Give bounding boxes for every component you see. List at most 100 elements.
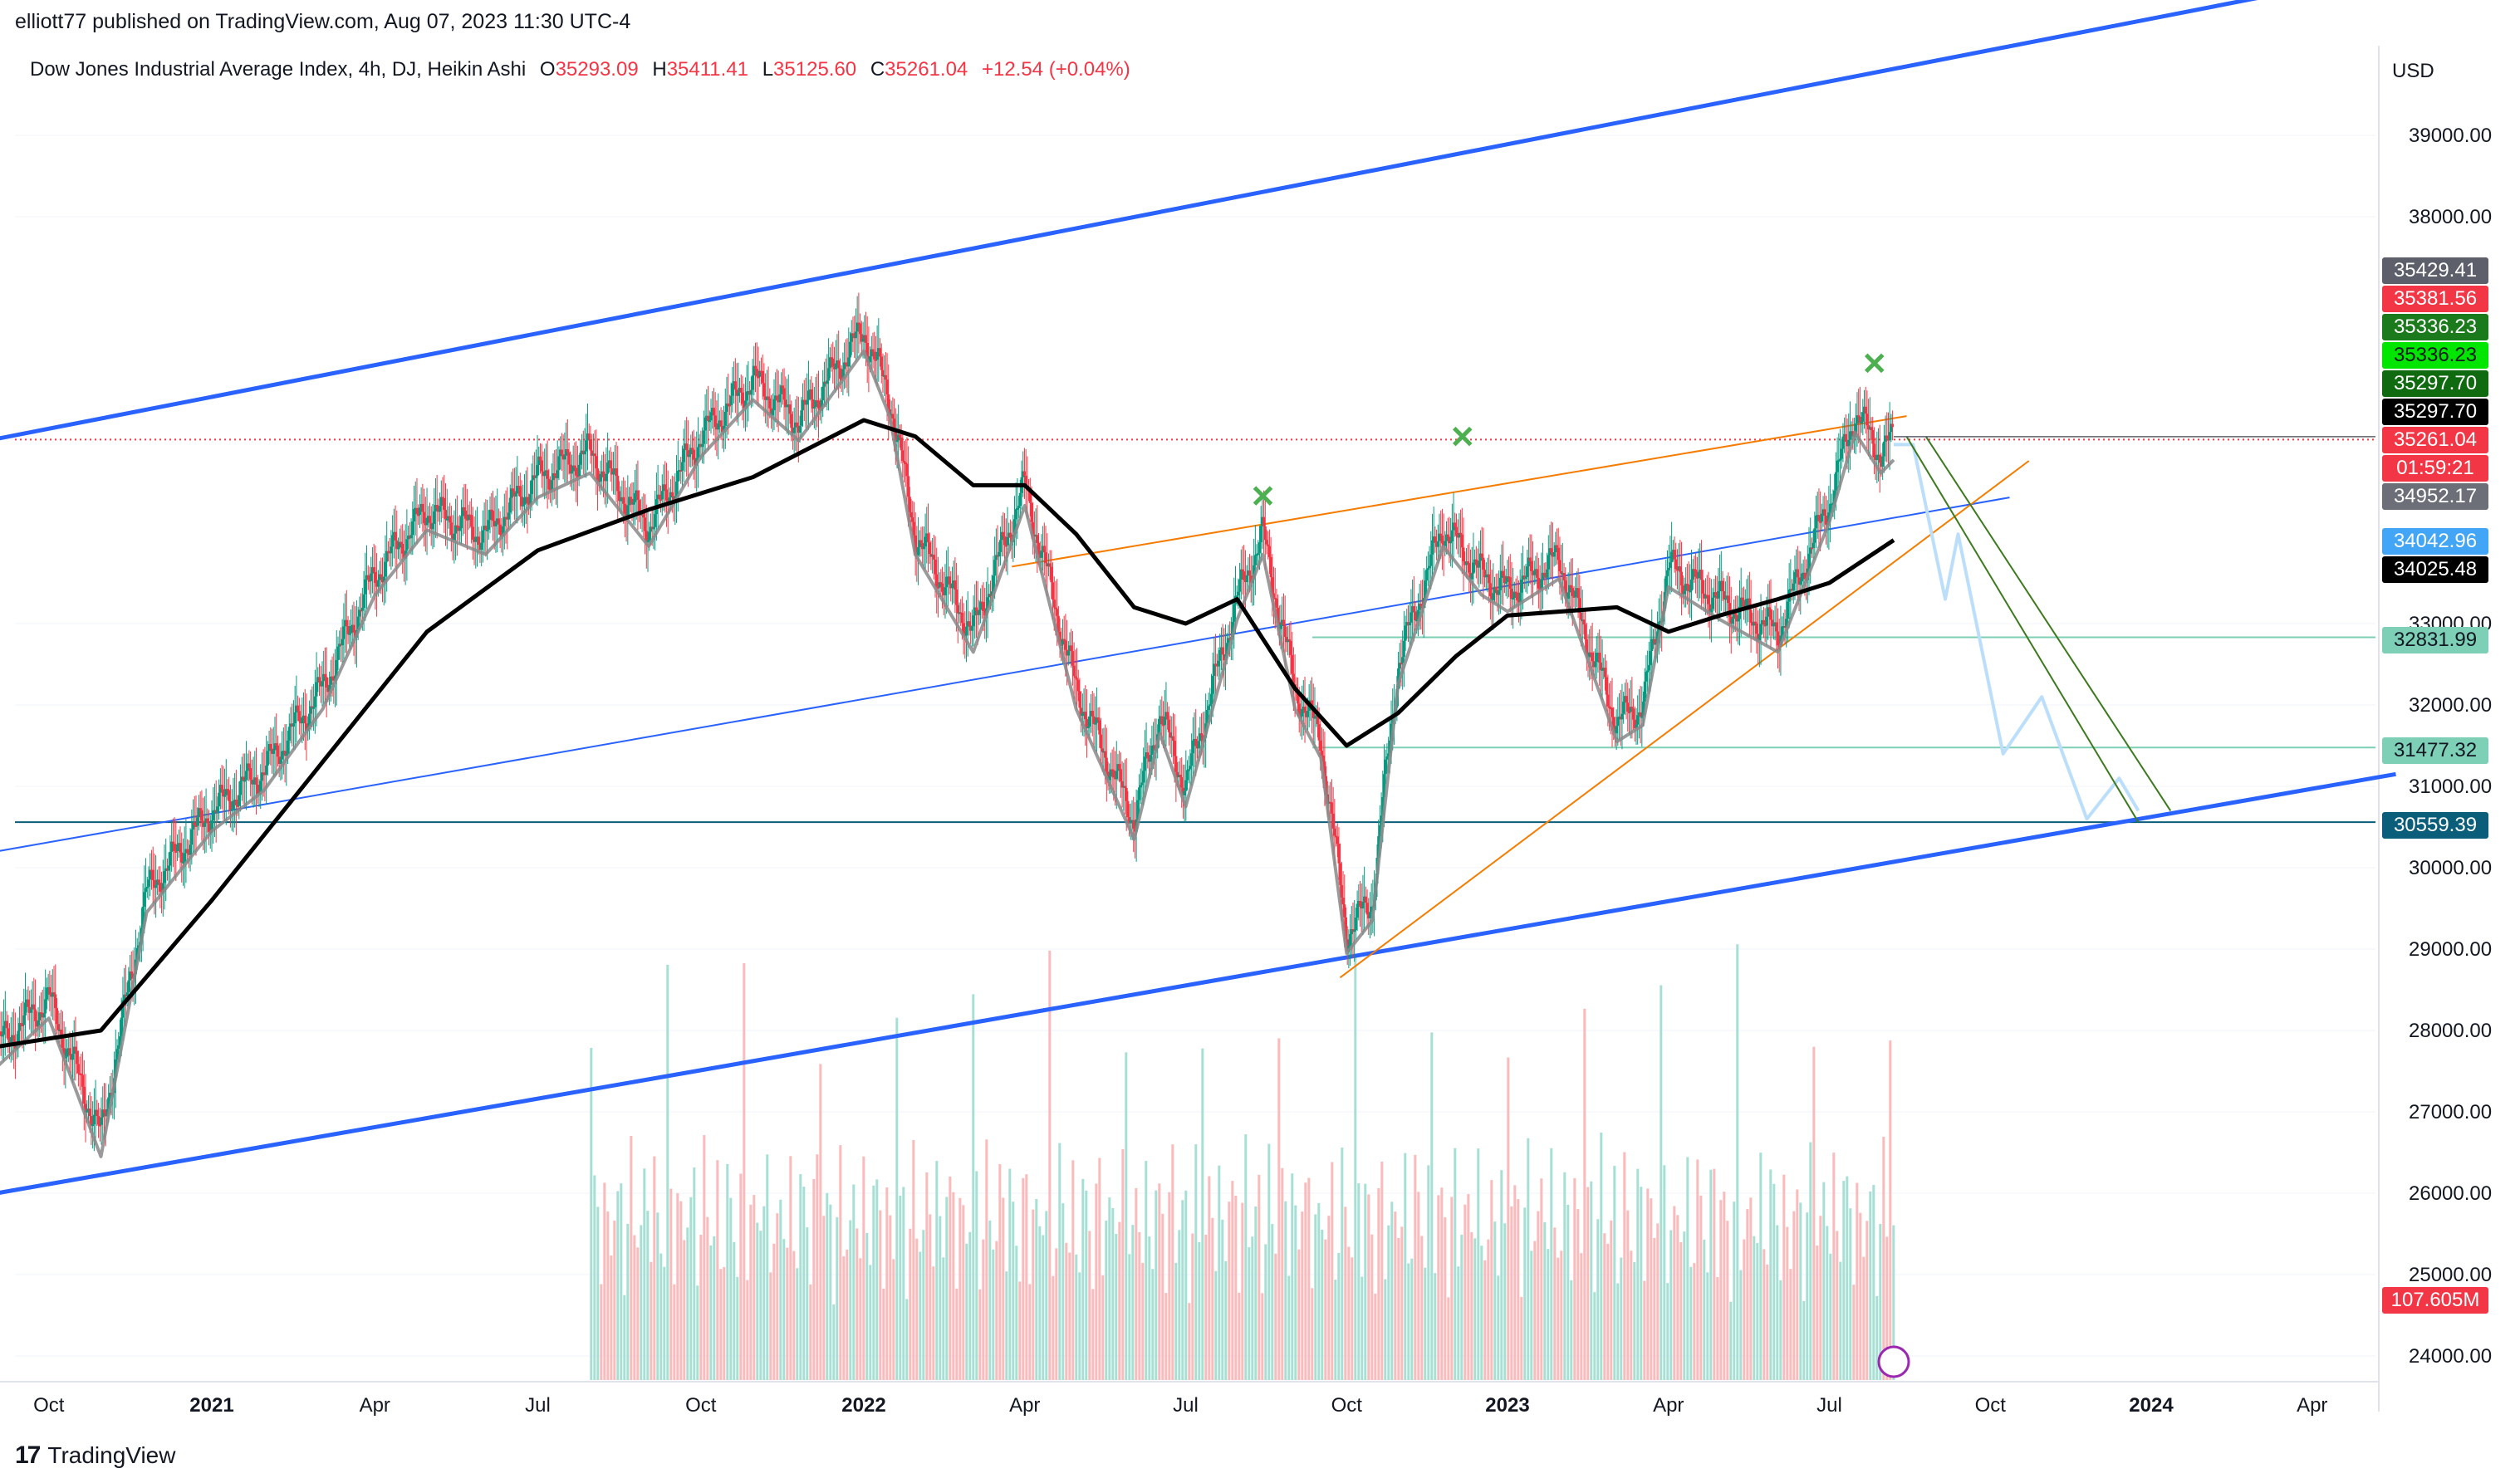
candle-body: [1350, 929, 1353, 934]
candle-body: [685, 443, 689, 451]
volume-bar: [1610, 1220, 1613, 1380]
candle-body: [487, 520, 490, 530]
candle-body: [1008, 532, 1011, 537]
candle-body: [976, 610, 979, 615]
volume-bar: [796, 1268, 799, 1380]
candle-body: [958, 612, 961, 614]
candle-body: [1743, 600, 1746, 607]
candle-body: [181, 861, 184, 864]
candle-body: [1697, 571, 1700, 579]
candle-body: [176, 844, 179, 851]
candle-body: [945, 576, 949, 588]
candle-body: [1674, 559, 1678, 570]
change-value: +12.54 (+0.04%): [981, 58, 1130, 81]
candle-body: [315, 682, 318, 697]
candle-body: [846, 365, 849, 367]
volume-bar: [769, 1272, 772, 1380]
volume-bar: [1032, 1209, 1035, 1380]
candle-body: [950, 583, 954, 589]
candle-body: [447, 516, 450, 519]
x-tick-label: 2021: [189, 1394, 233, 1417]
candle-body: [1524, 577, 1527, 580]
volume-bar: [846, 1249, 849, 1380]
candle-body: [1503, 575, 1506, 584]
candle-body: [743, 400, 747, 409]
candle-body: [566, 449, 569, 453]
currency-selector[interactable]: USD: [2392, 60, 2434, 82]
volume-bar: [958, 1197, 962, 1380]
candle-body: [753, 365, 756, 376]
candle-body: [381, 577, 385, 583]
symbol-title[interactable]: Dow Jones Industrial Average Index, 4h, …: [30, 58, 527, 81]
volume-bar: [1450, 1197, 1454, 1380]
candle-body: [1436, 541, 1439, 547]
volume-bar: [1128, 1254, 1131, 1380]
candle-body: [1336, 836, 1339, 844]
candle-body: [239, 781, 243, 795]
candle-body: [728, 404, 731, 407]
volume-bar: [1002, 1197, 1005, 1380]
volume-bar: [703, 1135, 706, 1380]
volume-bar: [1646, 1188, 1650, 1380]
candle-body: [1337, 844, 1341, 864]
candle-body: [1052, 600, 1056, 608]
candle-body: [100, 1117, 103, 1125]
candle-body: [1512, 591, 1516, 599]
candle-body: [552, 473, 555, 481]
volume-bar: [786, 1247, 789, 1380]
candle-body: [990, 591, 993, 596]
candle-body: [321, 681, 324, 687]
candle-body: [996, 555, 999, 557]
candle-body: [62, 1048, 66, 1059]
candle-body: [917, 546, 920, 556]
volume-bar: [1723, 1192, 1726, 1380]
candle-body: [1426, 568, 1429, 570]
candle-body: [831, 358, 835, 367]
candle-body: [295, 705, 298, 712]
candle-body: [692, 449, 695, 460]
candle-body: [21, 1024, 24, 1026]
candle-body: [955, 589, 958, 605]
volume-bar: [1547, 1249, 1550, 1380]
candle-body: [1283, 625, 1287, 638]
candle-body: [319, 683, 322, 687]
candle-body: [837, 360, 841, 369]
candle-body: [672, 496, 675, 502]
candle-body: [302, 715, 306, 718]
volume-bar: [1656, 1223, 1660, 1380]
volume-bar: [1889, 1040, 1892, 1380]
volume-bar: [1709, 1169, 1713, 1380]
volume-bar: [885, 1187, 889, 1380]
candle-body: [1228, 638, 1232, 640]
volume-bar: [859, 1258, 862, 1380]
candle-body: [869, 356, 872, 363]
candle-body: [704, 417, 707, 431]
candle-body: [1340, 884, 1343, 898]
volume-bar: [1865, 1221, 1869, 1380]
price-label: 35336.23: [2382, 342, 2488, 369]
candle-body: [924, 536, 927, 547]
candle-body: [1836, 460, 1839, 472]
candle-body: [1858, 416, 1861, 423]
candle-body: [1458, 532, 1461, 538]
candle-body: [1839, 458, 1842, 461]
candle-body: [1139, 785, 1142, 788]
candle-body: [486, 529, 489, 531]
candle-body: [1830, 503, 1833, 506]
candle-body: [1381, 797, 1385, 816]
candle-body: [595, 456, 598, 469]
candle-body: [1522, 575, 1525, 580]
candle-body: [796, 422, 799, 427]
candle-body: [1713, 592, 1716, 598]
candle-body: [1813, 528, 1816, 543]
candle-body: [316, 677, 320, 683]
candle-body: [1851, 431, 1855, 437]
candle-body: [1580, 612, 1583, 620]
candle-body: [360, 609, 363, 612]
candle-body: [786, 405, 789, 408]
volume-bar: [739, 1173, 743, 1380]
candle-body: [928, 542, 931, 555]
candle-body: [1772, 624, 1775, 627]
candle-body: [1603, 668, 1606, 678]
